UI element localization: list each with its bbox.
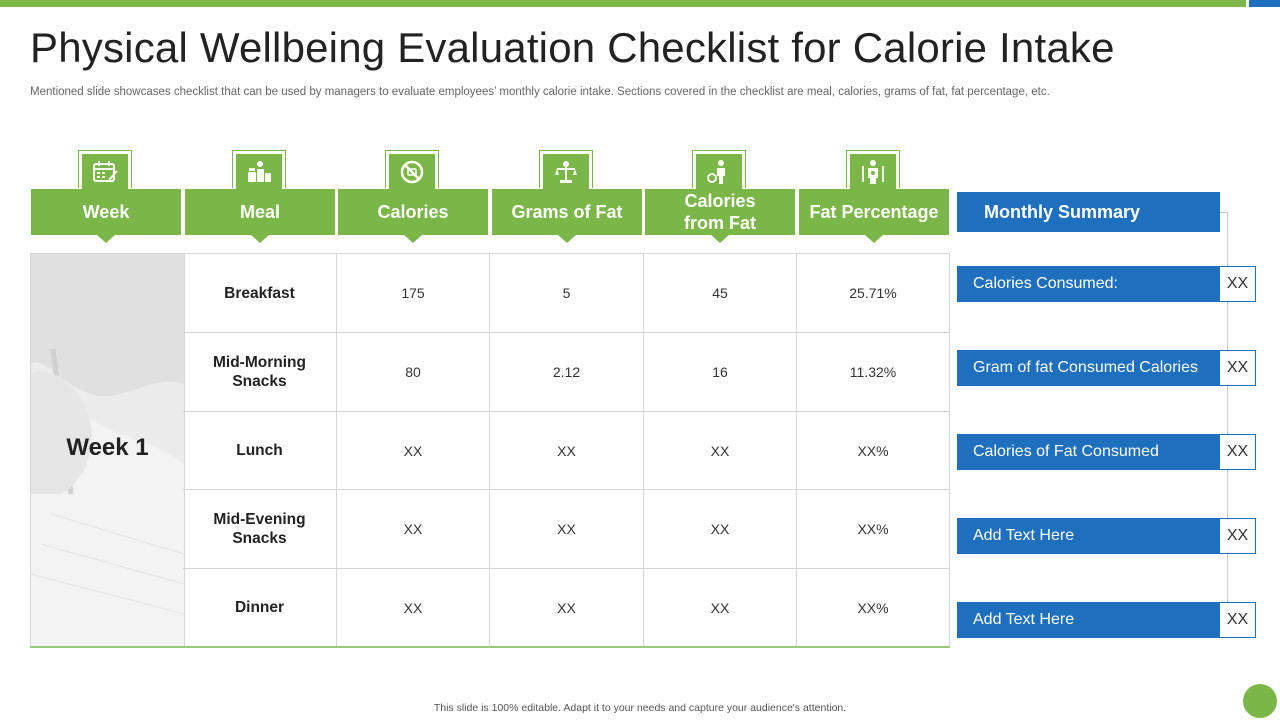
summary-item-label: Gram of fat Consumed Calories [957, 350, 1219, 386]
table-cell-grams-fat: 5 [490, 254, 644, 333]
table-cell-grams-fat: XX [490, 490, 644, 569]
summary-item-label: Calories of Fat Consumed [957, 434, 1219, 470]
table-cell-fat-percent: XX% [797, 490, 950, 569]
header-week: Week [31, 189, 181, 243]
summary-item-value: XX [1219, 434, 1256, 470]
slide-footer: This slide is 100% editable. Adapt it to… [433, 702, 847, 714]
column-icon-calories [385, 150, 441, 190]
table-row-meal: Mid-Evening Snacks [183, 490, 337, 569]
table-cell-grams-fat: XX [490, 569, 644, 646]
person-icon [707, 160, 725, 184]
summary-connector-line [1227, 212, 1228, 620]
column-icon-calories-from-fat [692, 150, 748, 190]
table-cell-calories: XX [337, 412, 490, 490]
table-cell-calories: 80 [337, 333, 490, 412]
header-calories-from-fat: Calories from Fat [645, 189, 795, 243]
summary-item-label: Add Text Here [957, 518, 1219, 554]
summary-item-value: XX [1219, 266, 1256, 302]
table-cell-calories: 175 [337, 254, 490, 333]
checklist-table: Week 1 Breakfast 175 5 45 25.71% Mid-Mor… [30, 253, 950, 648]
food-icon [248, 161, 271, 182]
header-meal: Meal [185, 189, 335, 243]
summary-item-value: XX [1219, 602, 1256, 638]
summary-item-label: Calories Consumed: [957, 266, 1219, 302]
table-cell-fat-percent: 25.71% [797, 254, 950, 333]
writing-hand-photo [31, 254, 184, 647]
table-cell-fat-percent: XX% [797, 412, 950, 490]
column-icon-week [78, 150, 134, 190]
table-cell-calories-fat: XX [644, 412, 797, 490]
summary-item: Calories of Fat Consumed XX [957, 434, 1256, 470]
column-icon-fat-percentage [846, 150, 902, 190]
table-cell-calories-fat: XX [644, 490, 797, 569]
summary-item: Calories Consumed: XX [957, 266, 1256, 302]
monthly-summary-title: Monthly Summary [957, 192, 1220, 232]
week-label: Week 1 [66, 434, 149, 461]
summary-item-value: XX [1219, 518, 1256, 554]
weighing-scale-icon [555, 161, 577, 183]
table-row-meal: Lunch [183, 412, 337, 490]
body-fat-icon [862, 160, 884, 184]
table-row-meal: Dinner [183, 569, 337, 646]
summary-item: Gram of fat Consumed Calories XX [957, 350, 1256, 386]
table-cell-calories: XX [337, 490, 490, 569]
calendar-icon [93, 161, 118, 182]
top-accent-bar-end [1249, 0, 1280, 7]
corner-dot [1243, 684, 1277, 718]
table-cell-fat-percent: XX% [797, 569, 950, 646]
summary-item-label: Add Text Here [957, 602, 1219, 638]
table-cell-grams-fat: XX [490, 412, 644, 490]
slide-title: Physical Wellbeing Evaluation Checklist … [30, 24, 1115, 71]
header-calories: Calories [338, 189, 488, 243]
column-icon-meal [232, 150, 288, 190]
table-cell-calories-fat: 16 [644, 333, 797, 412]
no-sugar-icon [400, 160, 424, 184]
table-row-meal: Mid-Morning Snacks [183, 333, 337, 412]
header-grams-of-fat: Grams of Fat [492, 189, 642, 243]
table-cell-calories-fat: XX [644, 569, 797, 646]
table-cell-calories: XX [337, 569, 490, 646]
column-icon-grams-of-fat [539, 150, 595, 190]
top-accent-bar [0, 0, 1246, 7]
table-cell-fat-percent: 11.32% [797, 333, 950, 412]
week-cell: Week 1 [30, 253, 185, 648]
summary-item: Add Text Here XX [957, 518, 1256, 554]
summary-item: Add Text Here XX [957, 602, 1256, 638]
header-fat-percentage: Fat Percentage [799, 189, 949, 243]
slide-subtitle: Mentioned slide showcases checklist that… [30, 86, 1050, 98]
table-cell-grams-fat: 2.12 [490, 333, 644, 412]
summary-item-value: XX [1219, 350, 1256, 386]
table-cell-calories-fat: 45 [644, 254, 797, 333]
table-row-meal: Breakfast [183, 254, 337, 333]
